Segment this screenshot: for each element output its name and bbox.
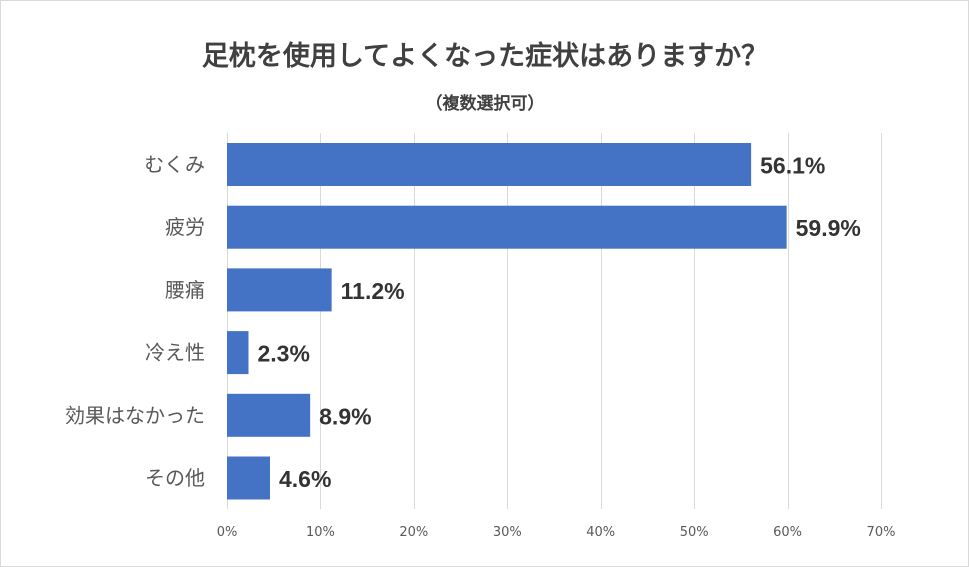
chart-title: 足枕を使用してよくなった症状はありますか？ [202, 41, 768, 72]
chart-subtitle: （複数選択可） [426, 93, 545, 114]
x-tick-label: 60% [773, 525, 802, 540]
data-label: 4.6% [279, 466, 331, 492]
x-axis-ticks: 0% 10% 20% 30% 40% 50% 60% 70% [217, 525, 896, 540]
bar [227, 331, 249, 375]
data-label: 8.9% [319, 403, 371, 429]
category-label: 効果はなかった [65, 403, 205, 427]
bar [227, 143, 752, 186]
data-label: 11.2% [341, 278, 405, 304]
bar [227, 268, 332, 312]
data-labels: 56.1% 59.9% 11.2% 2.3% 8.9% 4.6% [257, 153, 860, 493]
bars [227, 143, 787, 500]
x-tick-label: 40% [586, 525, 615, 540]
category-label: 冷え性 [145, 341, 205, 365]
category-label: 疲労 [165, 215, 205, 239]
x-tick-label: 70% [867, 525, 896, 540]
gridlines [227, 133, 882, 509]
x-tick-label: 0% [217, 525, 238, 540]
data-label: 2.3% [257, 341, 309, 367]
category-label: むくみ [144, 153, 205, 177]
category-label: 腰痛 [165, 278, 205, 302]
x-tick-label: 10% [306, 525, 335, 540]
bar [227, 205, 787, 249]
data-label: 56.1% [760, 153, 825, 179]
x-tick-label: 30% [493, 525, 522, 540]
x-tick-label: 20% [399, 525, 428, 540]
bar [227, 393, 311, 437]
category-label: その他 [145, 466, 205, 490]
bar [227, 456, 270, 500]
x-tick-label: 50% [680, 525, 709, 540]
data-label: 59.9% [796, 215, 861, 241]
